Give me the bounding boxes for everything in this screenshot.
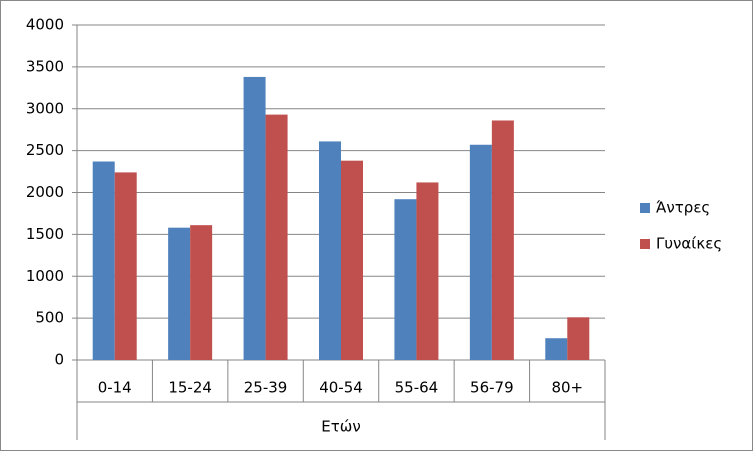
bar bbox=[491, 120, 514, 360]
x-axis-label: Ετών bbox=[321, 418, 360, 436]
x-tick-label: 40-54 bbox=[319, 379, 363, 397]
bar bbox=[265, 114, 288, 360]
y-tick-label: 1000 bbox=[26, 267, 64, 285]
y-tick-label: 2500 bbox=[26, 141, 64, 159]
y-tick-label: 4000 bbox=[26, 16, 64, 34]
y-tick-label: 500 bbox=[35, 309, 64, 327]
bar bbox=[416, 182, 439, 360]
legend-swatch bbox=[640, 239, 650, 249]
bar bbox=[319, 141, 341, 360]
y-tick-label: 3500 bbox=[26, 57, 64, 75]
bar bbox=[469, 144, 492, 360]
bar bbox=[114, 172, 137, 360]
bar bbox=[243, 76, 266, 361]
y-tick-label: 2000 bbox=[26, 183, 64, 201]
legend-swatch bbox=[640, 203, 650, 213]
bar bbox=[92, 161, 115, 360]
y-tick-label: 1500 bbox=[26, 225, 64, 243]
bar bbox=[394, 199, 417, 360]
x-tick-label: 0-14 bbox=[98, 379, 132, 397]
x-tick-label: 56-79 bbox=[470, 379, 514, 397]
bar bbox=[341, 160, 363, 360]
x-tick-label: 55-64 bbox=[395, 379, 439, 397]
bar bbox=[190, 225, 213, 360]
x-tick-label: 15-24 bbox=[168, 379, 212, 397]
y-tick-label: 0 bbox=[54, 351, 64, 369]
legend-label: Άντρες bbox=[656, 199, 710, 217]
legend-label: Γυναίκες bbox=[656, 235, 722, 253]
bar bbox=[567, 317, 590, 360]
y-tick-label: 3000 bbox=[26, 99, 64, 117]
bar bbox=[168, 227, 191, 360]
bar bbox=[545, 338, 568, 360]
x-tick-label: 25-39 bbox=[244, 379, 288, 397]
x-tick-label: 80+ bbox=[551, 379, 583, 397]
